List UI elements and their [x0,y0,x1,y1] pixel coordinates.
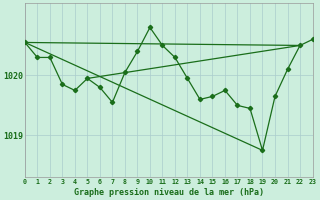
X-axis label: Graphe pression niveau de la mer (hPa): Graphe pression niveau de la mer (hPa) [74,188,264,197]
